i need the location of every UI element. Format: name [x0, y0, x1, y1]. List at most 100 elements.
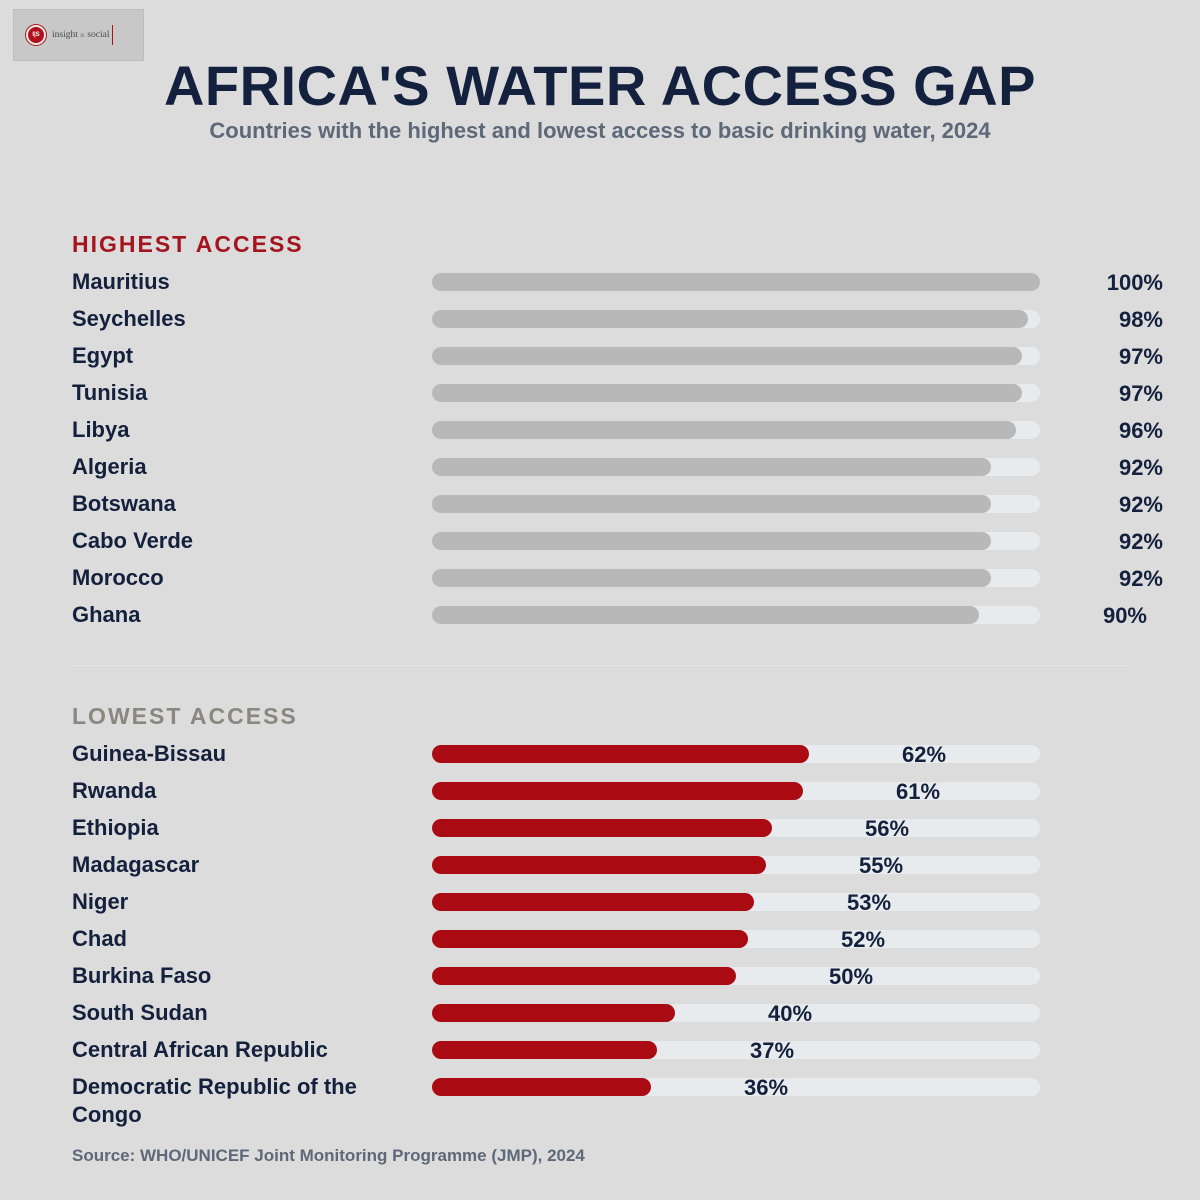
country-label: Chad — [72, 926, 127, 951]
bar-track — [432, 421, 1040, 439]
highest-row: Tunisia 97% — [0, 380, 1200, 430]
country-label: Ethiopia — [72, 815, 159, 840]
bar-track — [432, 384, 1040, 402]
country-label: Guinea-Bissau — [72, 741, 227, 766]
bar-fill — [432, 384, 1022, 402]
source-note: Source: WHO/UNICEF Joint Monitoring Prog… — [72, 1146, 585, 1165]
highest-row: Algeria 92% — [0, 454, 1200, 504]
bar-fill — [432, 930, 748, 948]
value-label: 56% — [865, 816, 910, 841]
country-label: Tunisia — [72, 380, 148, 405]
bar-fill — [432, 893, 754, 911]
value-label: 90% — [1102, 603, 1147, 628]
bar-track — [432, 1078, 1040, 1096]
value-label: 40% — [768, 1001, 813, 1026]
chart-subtitle: Countries with the highest and lowest ac… — [209, 118, 991, 143]
logo-text: insight & social — [52, 30, 109, 40]
value-label: 55% — [859, 853, 904, 878]
value-label: 100% — [1106, 270, 1163, 295]
lowest-row: Central African Republic 37% — [0, 1037, 1200, 1087]
value-label: 96% — [1118, 418, 1163, 443]
lowest-row: Chad 52% — [0, 926, 1200, 976]
value-label: 36% — [744, 1075, 789, 1100]
section-divider — [72, 665, 1128, 666]
bar-track — [432, 893, 1040, 911]
bar-track — [432, 532, 1040, 550]
bar-fill — [432, 569, 991, 587]
country-label: Libya — [72, 417, 130, 442]
bar-track — [432, 1041, 1040, 1059]
lowest-row: Guinea-Bissau 62% — [0, 741, 1200, 791]
highest-row: Botswana 92% — [0, 491, 1200, 541]
lowest-access-heading: LOWEST ACCESS — [72, 703, 298, 729]
highest-row: Cabo Verde 92% — [0, 528, 1200, 578]
bar-fill — [432, 1004, 675, 1022]
logo-badge-icon: I|S — [26, 25, 46, 45]
country-label: Rwanda — [72, 778, 157, 803]
lowest-row: South Sudan 40% — [0, 1000, 1200, 1050]
highest-access-heading: HIGHEST ACCESS — [72, 231, 304, 257]
bar-fill — [432, 347, 1022, 365]
bar-track — [432, 458, 1040, 476]
bar-fill — [432, 856, 766, 874]
logo-text-amp: & — [80, 33, 85, 39]
bar-fill — [432, 606, 979, 624]
brand-logo: I|S insight & social — [13, 9, 144, 61]
value-label: 62% — [902, 742, 947, 767]
country-label: Algeria — [72, 454, 147, 479]
bar-fill — [432, 745, 809, 763]
country-label: Botswana — [72, 491, 176, 516]
value-label: 52% — [841, 927, 886, 952]
lowest-row: Burkina Faso 50% — [0, 963, 1200, 1013]
country-label: Central African Republic — [72, 1037, 328, 1062]
bar-fill — [432, 1041, 657, 1059]
country-label: Morocco — [72, 565, 164, 590]
value-label: 37% — [750, 1038, 795, 1063]
country-label: Ghana — [72, 602, 141, 627]
bar-fill — [432, 967, 736, 985]
country-label: Niger — [72, 889, 129, 914]
value-label: 92% — [1118, 492, 1163, 517]
highest-row: Libya 96% — [0, 417, 1200, 467]
value-label: 92% — [1118, 566, 1163, 591]
bar-track — [432, 569, 1040, 587]
value-label: 98% — [1118, 307, 1163, 332]
bar-track — [432, 495, 1040, 513]
bar-track — [432, 347, 1040, 365]
value-label: 61% — [896, 779, 941, 804]
highest-row: Egypt 97% — [0, 343, 1200, 393]
country-label: Burkina Faso — [72, 963, 212, 988]
bar-fill — [432, 782, 803, 800]
lowest-row: Niger 53% — [0, 889, 1200, 939]
bar-fill — [432, 421, 1016, 439]
bar-track — [432, 819, 1040, 837]
value-label: 92% — [1118, 529, 1163, 554]
chart-title: AFRICA'S WATER ACCESS GAP — [163, 54, 1037, 117]
bar-track — [432, 310, 1040, 328]
lowest-row: Madagascar 55% — [0, 852, 1200, 902]
bar-track — [432, 856, 1040, 874]
country-label: Egypt — [72, 343, 134, 368]
country-label: Cabo Verde — [72, 528, 194, 553]
bar-fill — [432, 819, 772, 837]
country-label: Seychelles — [72, 306, 186, 331]
country-label: Democratic Republic of the Congo — [72, 1074, 357, 1127]
bar-fill — [432, 1078, 651, 1096]
highest-row: Seychelles 98% — [0, 306, 1200, 356]
value-label: 97% — [1118, 381, 1163, 406]
logo-text-b: social — [87, 30, 110, 40]
logo-divider — [112, 25, 114, 45]
lowest-row: Rwanda 61% — [0, 778, 1200, 828]
value-label: 50% — [829, 964, 874, 989]
value-label: 53% — [847, 890, 892, 915]
logo-text-a: insight — [52, 30, 78, 40]
highest-row: Morocco 92% — [0, 565, 1200, 615]
bar-track — [432, 930, 1040, 948]
highest-row: Ghana 90% — [0, 602, 1200, 652]
bar-track — [432, 745, 1040, 763]
bar-track — [432, 782, 1040, 800]
value-label: 92% — [1118, 455, 1163, 480]
bar-track — [432, 1004, 1040, 1022]
bar-fill — [432, 532, 991, 550]
